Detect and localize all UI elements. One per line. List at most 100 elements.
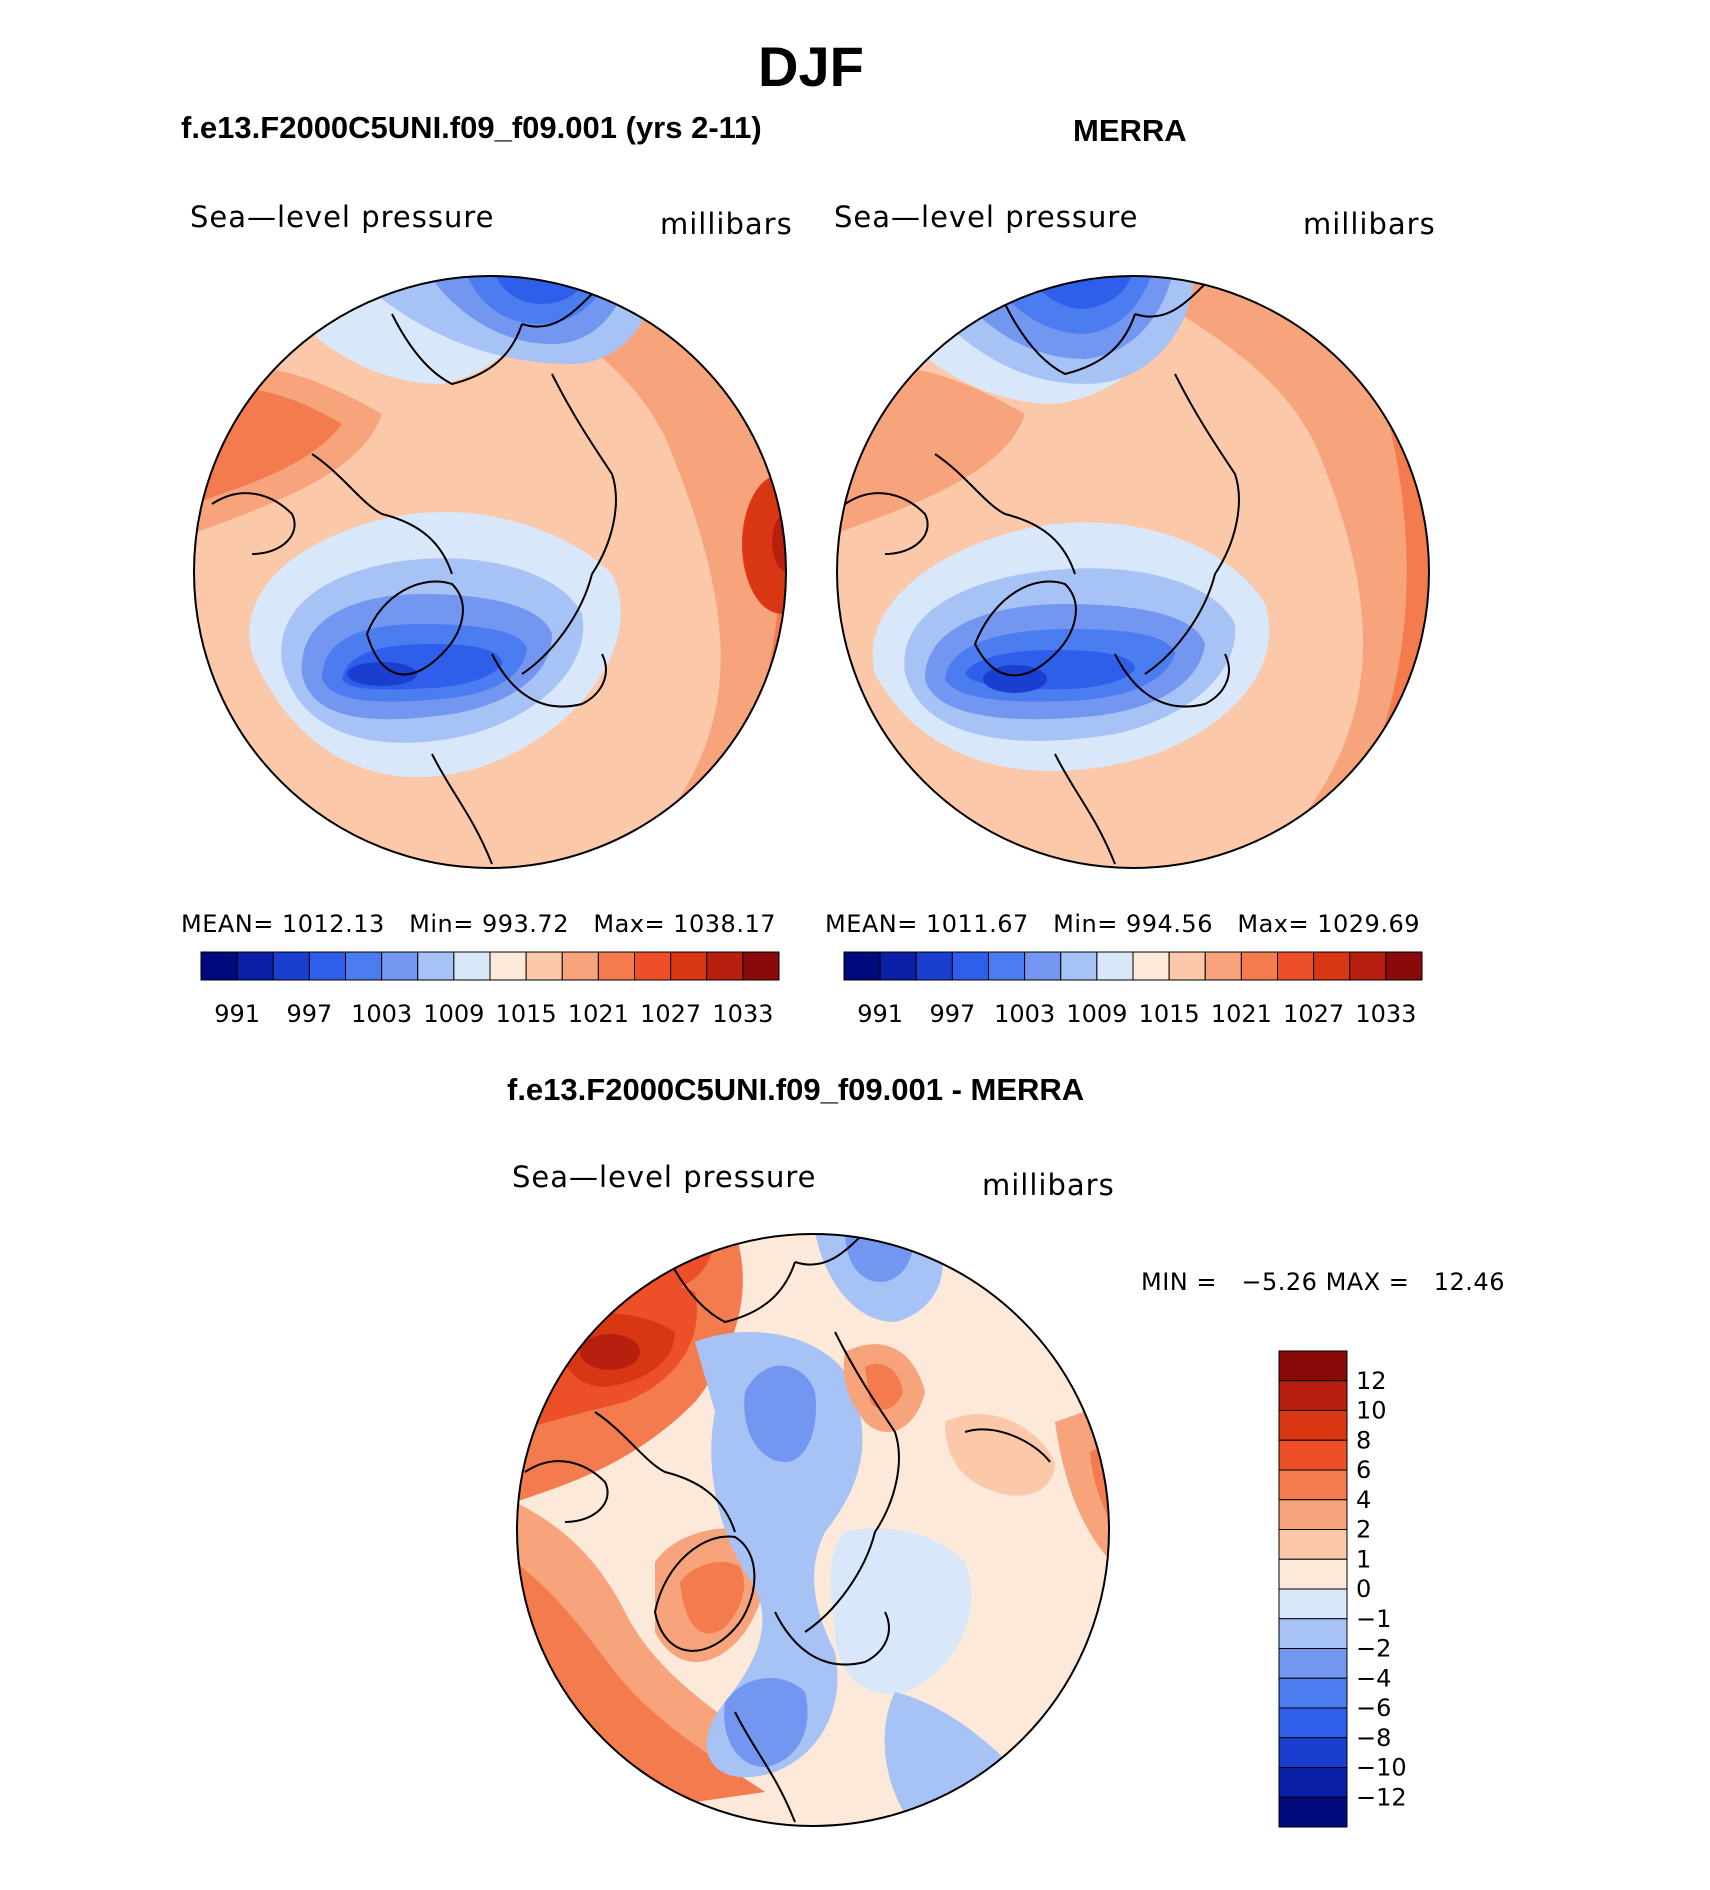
colorbar-tick-label: 1027: [1283, 1000, 1344, 1028]
colorbar-cell: [1096, 951, 1134, 981]
variable-label-model: Sea—level pressure: [190, 200, 495, 234]
colorbar-tick-label: −4: [1356, 1664, 1391, 1692]
colorbar-cell: [988, 951, 1026, 981]
figure-title: DJF: [758, 35, 864, 98]
max-value: 1038.17: [673, 910, 776, 938]
colorbar-cell: [1204, 951, 1242, 981]
colorbar-cell: [1278, 1737, 1348, 1768]
max-value: 1029.69: [1317, 910, 1420, 938]
stats-merra: MEAN= 1011.67 Min= 994.56 Max= 1029.69: [825, 910, 1420, 938]
variable-label-diff: Sea—level pressure: [512, 1160, 817, 1194]
map-merra: [836, 275, 1430, 869]
colorbar-cell: [879, 951, 917, 981]
mean-label: MEAN=: [181, 910, 274, 938]
colorbar-tick-label: 1015: [496, 1000, 557, 1028]
colorbar-cell: [236, 951, 274, 981]
stats-model: MEAN= 1012.13 Min= 993.72 Max= 1038.17: [181, 910, 776, 938]
colorbar-cell: [1168, 951, 1206, 981]
max-label: Max=: [593, 910, 666, 938]
min-value: 994.56: [1125, 910, 1213, 938]
colorbar-cell: [1240, 951, 1278, 981]
colorbar-cell: [308, 951, 346, 981]
colorbar-cell: [597, 951, 635, 981]
colorbar-tick-label: 8: [1356, 1426, 1371, 1454]
colorbar-model: 991 997 1003 1009 1015 1021 1027 1033: [200, 951, 780, 1028]
colorbar-tick-label: 1033: [1355, 1000, 1416, 1028]
colorbar-cell: [1385, 951, 1423, 981]
colorbar-tick-label: 1027: [640, 1000, 701, 1028]
colorbar-tick-label: −2: [1356, 1635, 1391, 1663]
colorbar-tick-label: 1021: [1211, 1000, 1272, 1028]
colorbar-cell: [670, 951, 708, 981]
colorbar-cell: [1278, 1499, 1348, 1530]
colorbar-cell: [489, 951, 527, 981]
colorbar-cell: [742, 951, 780, 981]
colorbar-cell: [381, 951, 419, 981]
colorbar-cell: [951, 951, 989, 981]
colorbar-tick-label: 991: [857, 1000, 903, 1028]
colorbar-tick-label: −6: [1356, 1694, 1391, 1722]
colorbar-tick-label: 1033: [712, 1000, 773, 1028]
panel-title-merra: MERRA: [1073, 113, 1187, 148]
colorbar-tick-label: 1015: [1139, 1000, 1200, 1028]
colorbar-cell: [1278, 1380, 1348, 1411]
colorbar-tick-label: 0: [1356, 1575, 1371, 1603]
colorbar-cell: [843, 951, 881, 981]
variable-label-merra: Sea—level pressure: [834, 200, 1139, 234]
colorbar-cell: [1278, 1677, 1348, 1709]
diff-min-label: MIN =: [1141, 1268, 1217, 1296]
units-label-model: millibars: [660, 207, 793, 241]
min-label: Min=: [409, 910, 474, 938]
colorbar-tick-label: 12: [1356, 1367, 1387, 1395]
colorbar-tick-label: 2: [1356, 1516, 1371, 1544]
mean-value: 1011.67: [926, 910, 1029, 938]
colorbar-tick-label: −12: [1356, 1783, 1407, 1811]
mean-value: 1012.13: [282, 910, 385, 938]
colorbar-cell: [1313, 951, 1351, 981]
colorbar-tick-label: 1021: [568, 1000, 629, 1028]
colorbar-cell: [1132, 951, 1170, 981]
min-label: Min=: [1053, 910, 1118, 938]
map-border: [193, 275, 787, 869]
colorbar-cell: [1349, 951, 1387, 981]
colorbar-cell: [1278, 1529, 1348, 1560]
colorbar-tick-label: 1003: [351, 1000, 412, 1028]
colorbar-cell: [1278, 1410, 1348, 1441]
colorbar-tick-label: 1009: [423, 1000, 484, 1028]
units-label-merra: millibars: [1303, 207, 1436, 241]
colorbar-cell: [272, 951, 310, 981]
colorbar-cell: [453, 951, 491, 981]
colorbar-cell: [1278, 1618, 1348, 1649]
colorbar-cell: [345, 951, 383, 981]
colorbar-cell: [525, 951, 563, 981]
stats-diff: MIN = −5.26 MAX = 12.46: [1141, 1268, 1505, 1296]
colorbar-tick-label: 6: [1356, 1456, 1371, 1484]
diff-max-value: 12.46: [1433, 1268, 1505, 1296]
panel-title-model: f.e13.F2000C5UNI.f09_f09.001 (yrs 2-11): [181, 110, 762, 145]
colorbar-cell: [1278, 1648, 1348, 1679]
colorbar-cell: [634, 951, 672, 981]
colorbar-cell: [417, 951, 455, 981]
map-difference: [516, 1233, 1110, 1827]
colorbar-cell: [1060, 951, 1098, 981]
colorbar-cell: [1278, 1707, 1348, 1739]
min-value: 993.72: [481, 910, 569, 938]
map-model: [193, 275, 787, 869]
diff-min-value: −5.26: [1241, 1268, 1318, 1296]
colorbar-cell: [1278, 1767, 1348, 1798]
colorbar-tick-label: 997: [929, 1000, 975, 1028]
colorbar-tick-label: 991: [214, 1000, 260, 1028]
colorbar-tick-label: 1: [1356, 1545, 1371, 1573]
colorbar-cell: [561, 951, 599, 981]
colorbar-cell: [1277, 951, 1315, 981]
mean-label: MEAN=: [825, 910, 918, 938]
colorbar-cell: [706, 951, 744, 981]
colorbar-tick-label: 1009: [1066, 1000, 1127, 1028]
colorbar-cell: [1278, 1796, 1348, 1828]
colorbar-merra: 991 997 1003 1009 1015 1021 1027 1033: [843, 951, 1423, 1028]
colorbar-cell: [1278, 1469, 1348, 1501]
colorbar-cell: [1278, 1439, 1348, 1471]
units-label-diff: millibars: [982, 1168, 1115, 1202]
colorbar-tick-label: 1003: [994, 1000, 1055, 1028]
